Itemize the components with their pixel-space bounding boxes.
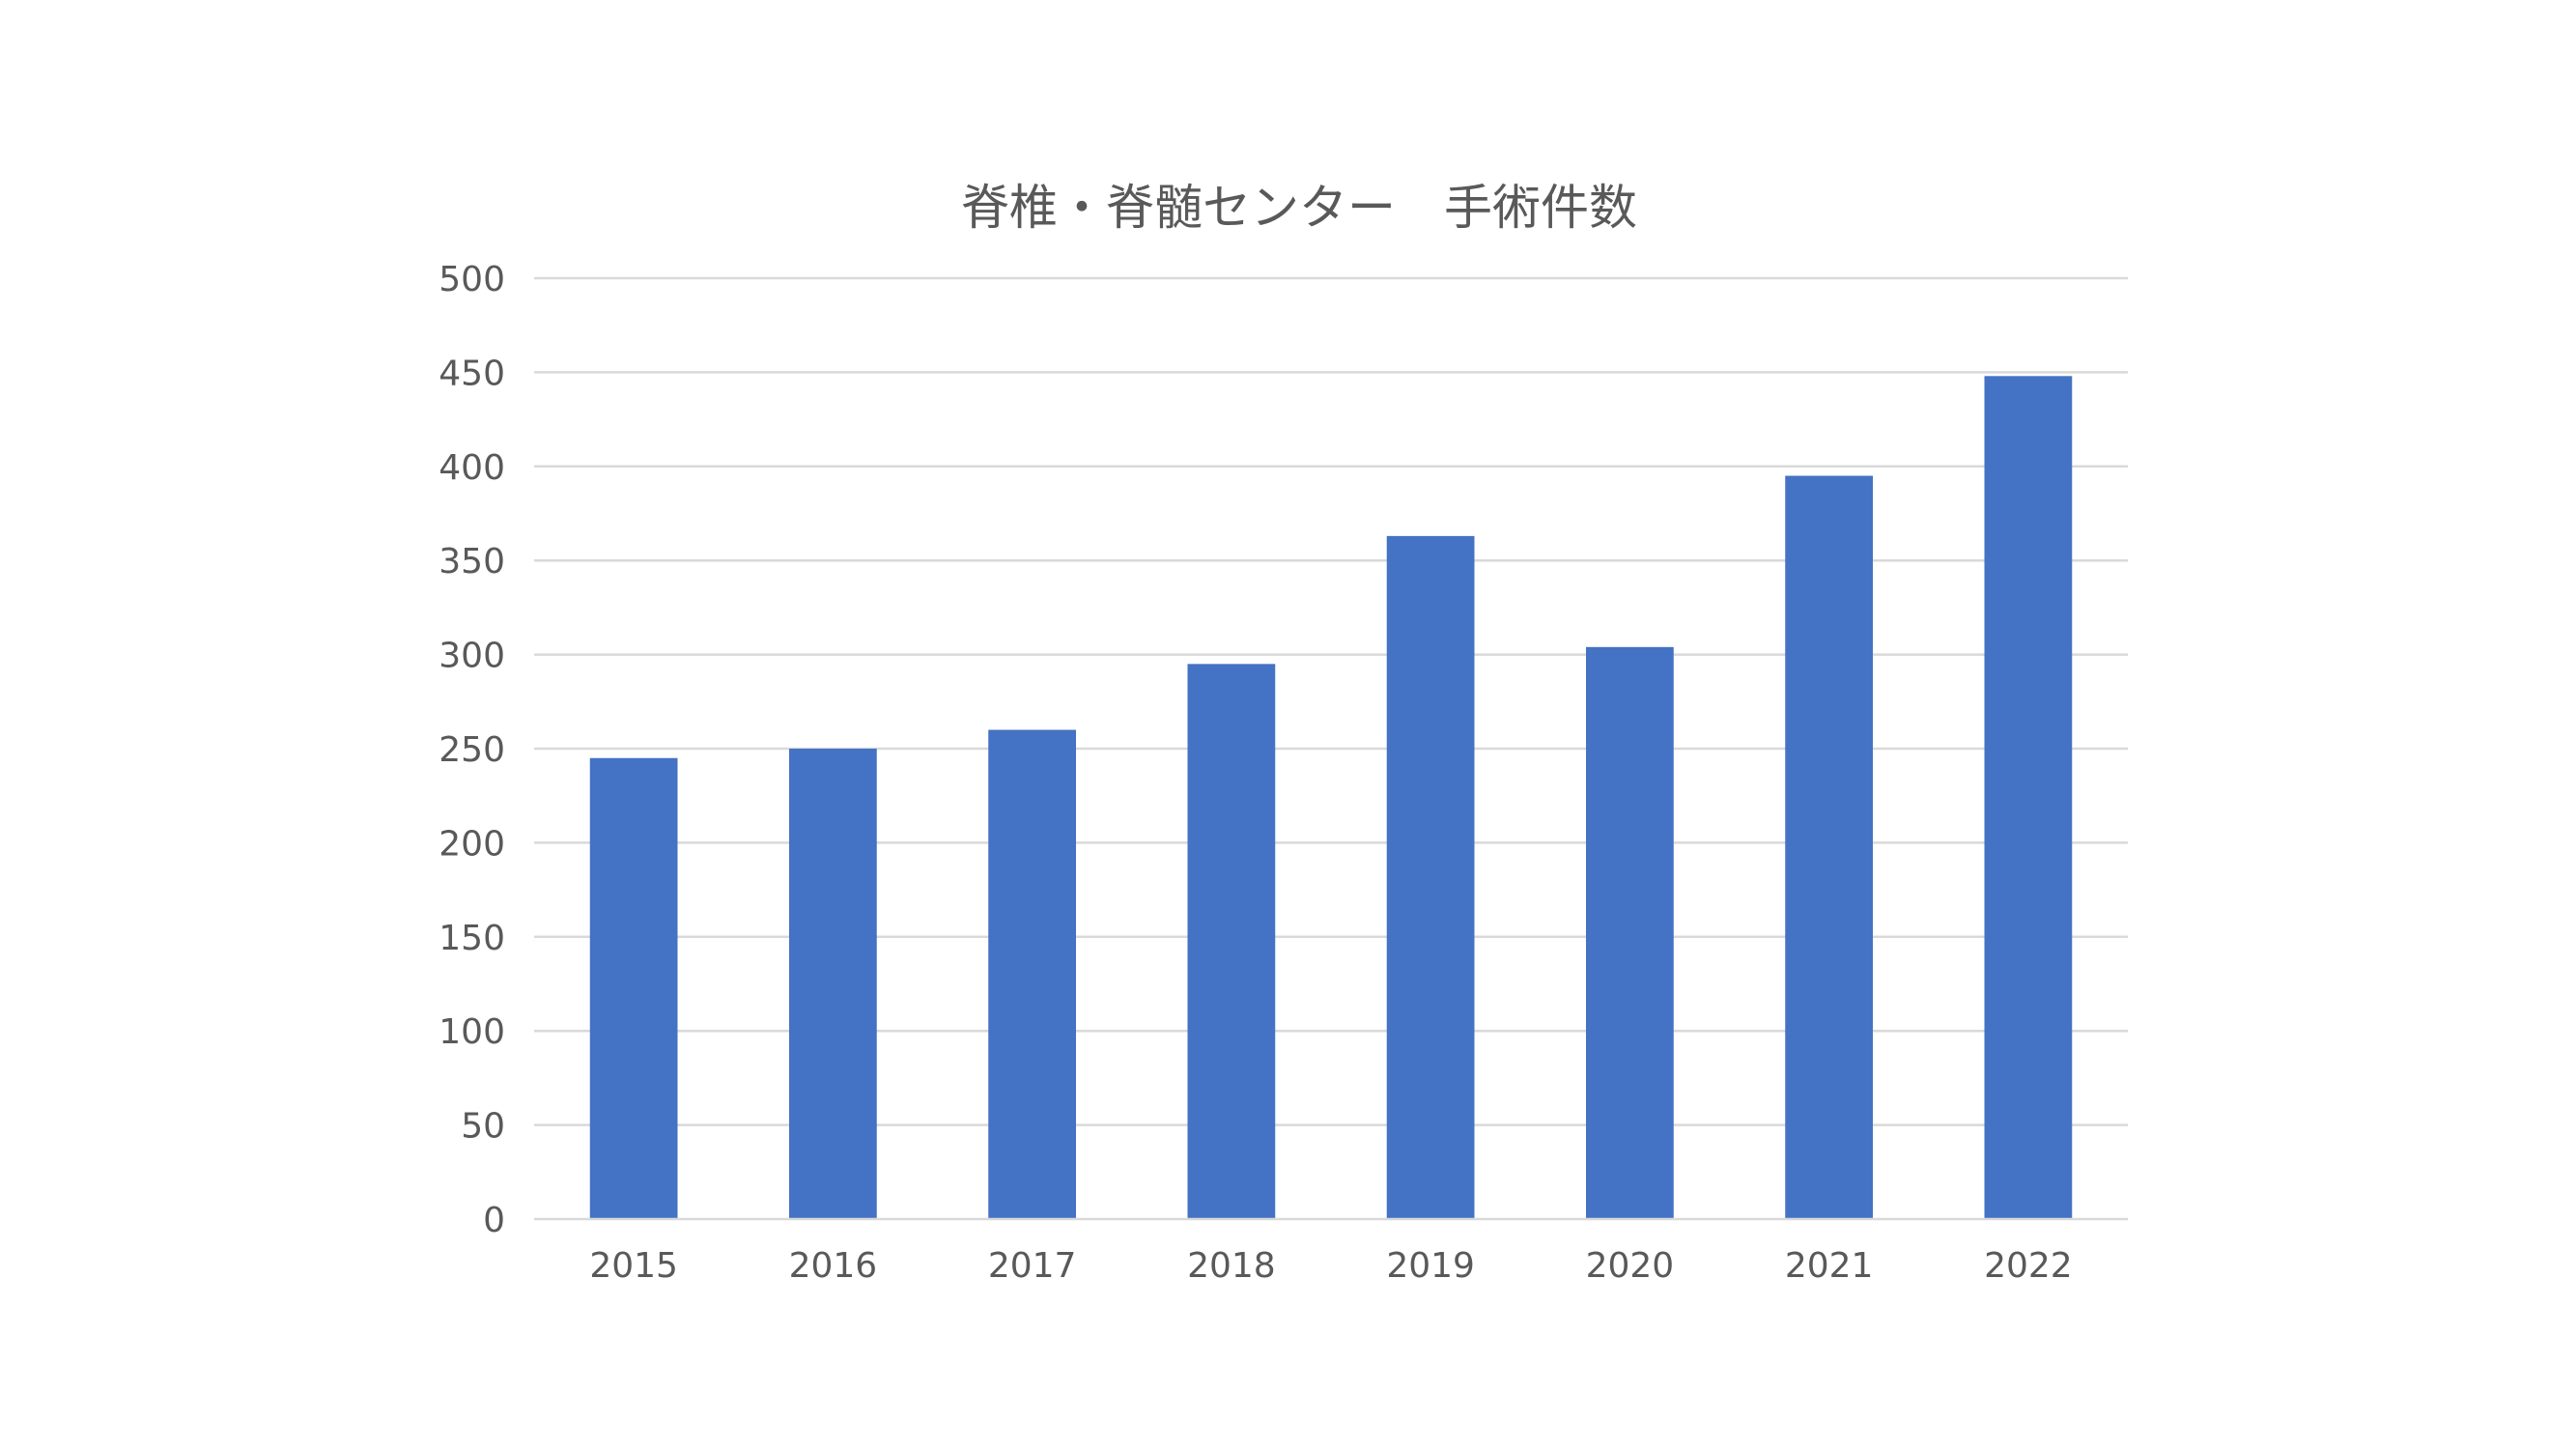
bar-2019 [1386,535,1475,1219]
y-axis-tick-labels: 0 50 100 150 200 250 300 350 400 450 500 [439,260,505,1240]
bars [589,376,2073,1219]
y-tick-label: 250 [439,730,505,770]
y-tick-label: 500 [439,260,505,299]
x-tick-label: 2022 [1984,1246,2073,1286]
x-axis-tick-labels: 2015 2016 2017 2018 2019 2020 2021 2022 [589,1246,2072,1286]
x-tick-label: 2016 [789,1246,878,1286]
chart-title: 脊椎・脊髄センター 手術件数 [961,180,1637,236]
x-tick-label: 2019 [1386,1246,1475,1286]
bar-2021 [1785,475,1873,1219]
bar-2018 [1187,664,1276,1219]
bar-2017 [988,729,1076,1219]
bar-2022 [1984,376,2073,1219]
y-tick-label: 300 [439,637,505,676]
x-tick-label: 2017 [988,1246,1077,1286]
y-tick-label: 350 [439,542,505,582]
y-tick-label: 50 [461,1107,505,1147]
bar-2016 [789,749,877,1219]
x-tick-label: 2018 [1187,1246,1276,1286]
y-tick-label: 200 [439,824,505,864]
gridlines [534,276,2128,1126]
x-tick-label: 2015 [589,1246,678,1286]
y-tick-label: 400 [439,448,505,488]
y-tick-label: 450 [439,354,505,393]
bar-2015 [589,757,678,1219]
y-tick-label: 100 [439,1012,505,1052]
x-tick-label: 2021 [1785,1246,1874,1286]
x-tick-label: 2020 [1586,1246,1675,1286]
bar-2020 [1586,646,1674,1219]
y-tick-label: 150 [439,919,505,958]
y-tick-label: 0 [483,1201,505,1240]
